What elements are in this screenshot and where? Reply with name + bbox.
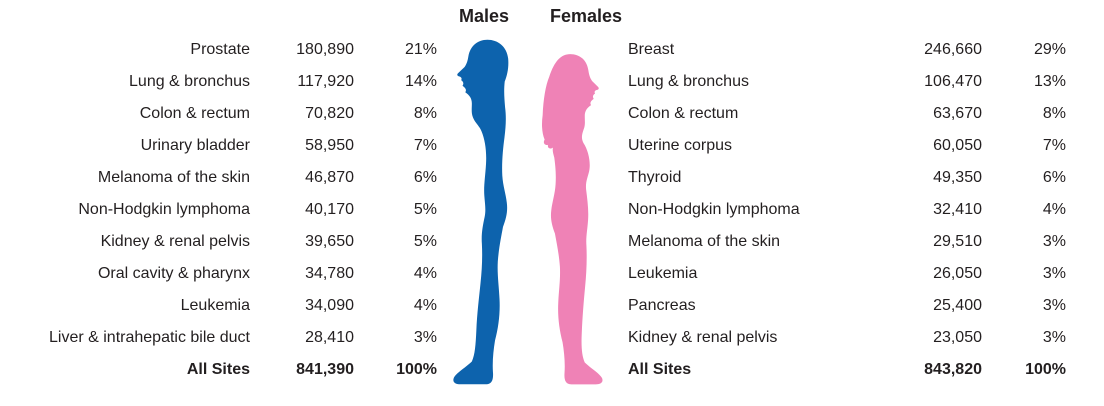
table-row: Non-Hodgkin lymphoma 32,410 4% — [628, 194, 1066, 226]
count-cell: 117,920 — [297, 73, 354, 90]
percent-cell: 3% — [1042, 233, 1066, 250]
site-cell: Lung & bronchus — [129, 73, 250, 90]
female-silhouette — [541, 54, 603, 385]
table-row: Liver & intrahepatic bile duct 28,410 3% — [20, 322, 437, 354]
site-cell: Breast — [628, 41, 675, 58]
site-cell: Melanoma of the skin — [628, 233, 781, 250]
count-cell: 841,390 — [296, 361, 354, 378]
percent-cell: 3% — [1042, 265, 1066, 282]
site-cell: Uterine corpus — [628, 137, 733, 154]
site-cell: Colon & rectum — [628, 105, 739, 122]
count-cell: 49,350 — [933, 169, 982, 186]
table-row: Pancreas 25,400 3% — [628, 290, 1066, 322]
percent-cell: 7% — [413, 137, 437, 154]
percent-cell: 7% — [1042, 137, 1066, 154]
percent-cell: 5% — [413, 201, 437, 218]
percent-cell: 3% — [1042, 297, 1066, 314]
count-cell: 46,870 — [305, 169, 354, 186]
site-cell: All Sites — [628, 361, 692, 378]
table-row: Oral cavity & pharynx 34,780 4% — [20, 258, 437, 290]
site-cell: Kidney & renal pelvis — [628, 329, 778, 346]
percent-cell: 13% — [1033, 73, 1066, 90]
male-figure-icon — [453, 39, 509, 385]
percent-cell: 6% — [1042, 169, 1066, 186]
table-row: Prostate 180,890 21% — [20, 34, 437, 66]
females-table: Breast 246,660 29% Lung & bronchus 106,470 13… — [628, 34, 1066, 386]
percent-cell: 4% — [413, 297, 437, 314]
site-cell: Non-Hodgkin lymphoma — [628, 201, 800, 218]
site-cell: Non-Hodgkin lymphoma — [78, 201, 250, 218]
table-row: Melanoma of the skin 46,870 6% — [20, 162, 437, 194]
percent-cell: 3% — [1042, 329, 1066, 346]
percent-cell: 4% — [1042, 201, 1066, 218]
table-row: Thyroid 49,350 6% — [628, 162, 1066, 194]
site-cell: Prostate — [190, 41, 250, 58]
percent-cell: 100% — [396, 361, 437, 378]
site-cell: Melanoma of the skin — [97, 169, 250, 186]
count-cell: 32,410 — [933, 201, 982, 218]
table-row: All Sites 841,390 100% — [20, 354, 437, 386]
table-row: Leukemia 26,050 3% — [628, 258, 1066, 290]
count-cell: 40,170 — [305, 201, 354, 218]
male-silhouette — [453, 39, 509, 385]
table-row: Colon & rectum 70,820 8% — [20, 98, 437, 130]
table-row: Colon & rectum 63,670 8% — [628, 98, 1066, 130]
percent-cell: 6% — [413, 169, 437, 186]
site-cell: Liver & intrahepatic bile duct — [49, 329, 250, 346]
count-cell: 29,510 — [933, 233, 982, 250]
table-row: Lung & bronchus 117,920 14% — [20, 66, 437, 98]
males-header: Males — [459, 6, 510, 26]
table-row: Uterine corpus 60,050 7% — [628, 130, 1066, 162]
site-cell: Oral cavity & pharynx — [97, 265, 250, 282]
table-row: Kidney & renal pelvis 23,050 3% — [628, 322, 1066, 354]
count-cell: 58,950 — [305, 137, 354, 154]
table-row: Leukemia 34,090 4% — [20, 290, 437, 322]
table-row: Lung & bronchus 106,470 13% — [628, 66, 1066, 98]
percent-cell: 29% — [1033, 41, 1066, 58]
count-cell: 25,400 — [933, 297, 982, 314]
site-cell: Pancreas — [628, 297, 696, 314]
site-cell: Lung & bronchus — [628, 73, 749, 90]
count-cell: 70,820 — [305, 105, 354, 122]
table-row: Melanoma of the skin 29,510 3% — [628, 226, 1066, 258]
percent-cell: 21% — [404, 41, 437, 58]
percent-cell: 8% — [1042, 105, 1066, 122]
percent-cell: 100% — [1025, 361, 1066, 378]
count-cell: 180,890 — [296, 41, 354, 58]
percent-cell: 3% — [413, 329, 437, 346]
table-row: Non-Hodgkin lymphoma 40,170 5% — [20, 194, 437, 226]
males-table: Prostate 180,890 21% Lung & bronchus 117,920… — [20, 34, 437, 386]
percent-cell: 4% — [413, 265, 437, 282]
site-cell: Colon & rectum — [139, 105, 250, 122]
site-cell: Leukemia — [628, 265, 698, 282]
count-cell: 843,820 — [924, 361, 982, 378]
count-cell: 34,780 — [305, 265, 354, 282]
count-cell: 246,660 — [924, 41, 982, 58]
count-cell: 39,650 — [305, 233, 354, 250]
percent-cell: 8% — [413, 105, 437, 122]
site-cell: Urinary bladder — [140, 137, 250, 154]
percent-cell: 14% — [404, 73, 437, 90]
site-cell: Kidney & renal pelvis — [100, 233, 250, 250]
count-cell: 60,050 — [933, 137, 982, 154]
table-row: Kidney & renal pelvis 39,650 5% — [20, 226, 437, 258]
table-row: All Sites 843,820 100% — [628, 354, 1066, 386]
count-cell: 23,050 — [933, 329, 982, 346]
count-cell: 34,090 — [305, 297, 354, 314]
female-figure-icon — [541, 54, 603, 385]
count-cell: 28,410 — [305, 329, 354, 346]
count-cell: 106,470 — [924, 73, 982, 90]
site-cell: Leukemia — [180, 297, 250, 314]
percent-cell: 5% — [413, 233, 437, 250]
table-row: Urinary bladder 58,950 7% — [20, 130, 437, 162]
females-header: Females — [550, 6, 623, 26]
count-cell: 63,670 — [933, 105, 982, 122]
count-cell: 26,050 — [933, 265, 982, 282]
site-cell: All Sites — [186, 361, 250, 378]
site-cell: Thyroid — [628, 169, 682, 186]
table-row: Breast 246,660 29% — [628, 34, 1066, 66]
